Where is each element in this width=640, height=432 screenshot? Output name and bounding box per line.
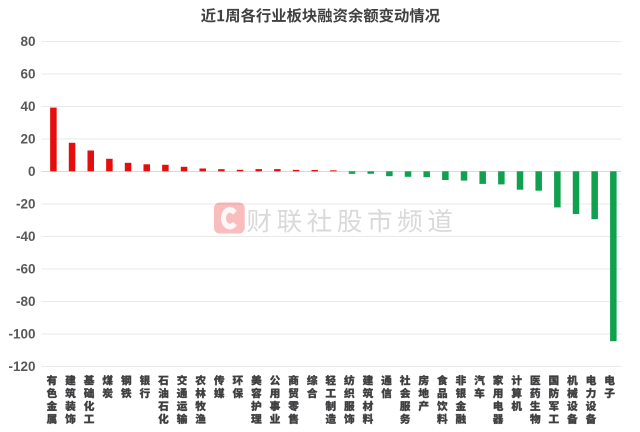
svg-text:-100: -100 xyxy=(8,327,35,342)
svg-text:60: 60 xyxy=(20,67,35,82)
svg-text:40: 40 xyxy=(20,99,35,114)
svg-text:0: 0 xyxy=(28,164,36,179)
svg-text:-40: -40 xyxy=(16,229,36,244)
svg-text:-80: -80 xyxy=(16,294,36,309)
svg-text:-20: -20 xyxy=(16,197,36,212)
svg-text:80: 80 xyxy=(20,34,35,49)
svg-text:-120: -120 xyxy=(8,359,35,374)
svg-text:-60: -60 xyxy=(16,262,36,277)
svg-text:20: 20 xyxy=(20,132,35,147)
